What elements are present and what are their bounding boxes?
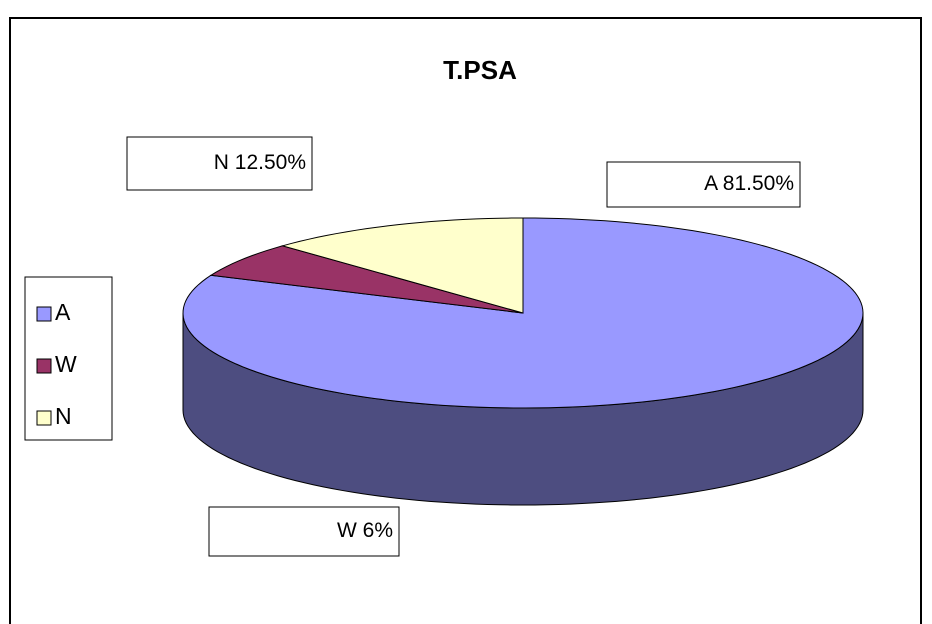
legend-label: A [55, 299, 71, 325]
legend-label: N [55, 403, 72, 429]
data-label: A 81.50% [704, 172, 794, 195]
data-label: N 12.50% [214, 151, 306, 174]
data-label-box [208, 506, 400, 557]
legend-label: W [55, 351, 77, 377]
legend-swatch [36, 410, 52, 426]
legend-swatch [36, 306, 52, 322]
data-label: W 6% [337, 519, 393, 542]
data-label-box [126, 136, 313, 191]
chart-title: T.PSA [443, 55, 517, 85]
legend-swatch [36, 358, 52, 374]
pie-slice [209, 245, 524, 314]
pie-slice [280, 217, 524, 314]
data-label-box [606, 161, 801, 208]
